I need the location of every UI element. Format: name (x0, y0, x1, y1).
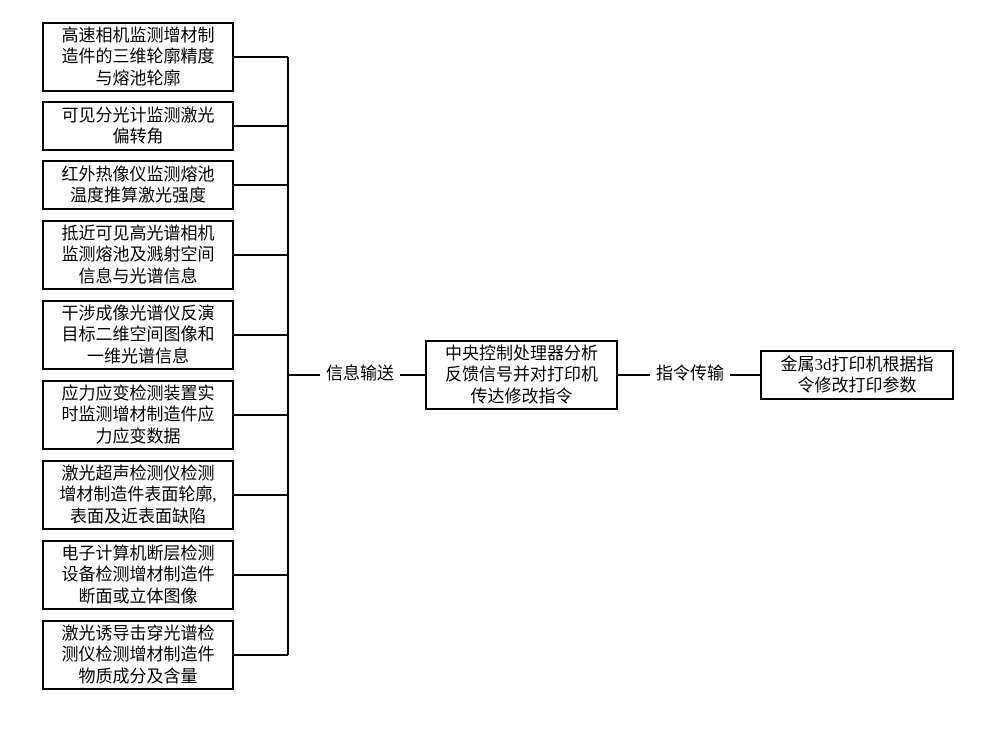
sensor-box-3: 抵近可见高光谱相机监测熔池及溅射空间信息与光谱信息 (42, 220, 234, 290)
sensor-text-2: 红外热像仪监测熔池温度推算激光强度 (62, 164, 215, 207)
sensor-box-6: 激光超声检测仪检测增材制造件表面轮廓,表面及近表面缺陷 (42, 460, 234, 530)
sensor-text-0: 高速相机监测增材制造件的三维轮廓精度与熔池轮廓 (62, 25, 215, 89)
sensor-box-8: 激光诱导击穿光谱检测仪检测增材制造件物质成分及含量 (42, 620, 234, 690)
sensor-text-5: 应力应变检测装置实时监测增材制造件应力应变数据 (62, 383, 215, 447)
edge-label-1: 指令传输 (650, 364, 730, 384)
edge-label-0: 信息输送 (320, 364, 400, 384)
sensor-box-5: 应力应变检测装置实时监测增材制造件应力应变数据 (42, 380, 234, 450)
sensor-text-6: 激光超声检测仪检测增材制造件表面轮廓,表面及近表面缺陷 (59, 463, 216, 527)
sensor-text-4: 干涉成像光谱仪反演目标二维空间图像和一维光谱信息 (62, 303, 215, 367)
sensor-text-1: 可见分光计监测激光偏转角 (62, 105, 215, 148)
sensor-box-4: 干涉成像光谱仪反演目标二维空间图像和一维光谱信息 (42, 300, 234, 370)
sensor-box-1: 可见分光计监测激光偏转角 (42, 101, 234, 151)
sensor-box-0: 高速相机监测增材制造件的三维轮廓精度与熔池轮廓 (42, 22, 234, 92)
center-processor-box: 中央控制处理器分析反馈信号并对打印机传达修改指令 (425, 340, 618, 410)
center-processor-text: 中央控制处理器分析反馈信号并对打印机传达修改指令 (445, 343, 598, 407)
sensor-text-3: 抵近可见高光谱相机监测熔池及溅射空间信息与光谱信息 (62, 223, 215, 287)
sensor-box-2: 红外热像仪监测熔池温度推算激光强度 (42, 160, 234, 210)
printer-text: 金属3d打印机根据指令修改打印参数 (781, 354, 934, 397)
sensor-text-7: 电子计算机断层检测设备检测增材制造件断面或立体图像 (62, 543, 215, 607)
sensor-text-8: 激光诱导击穿光谱检测仪检测增材制造件物质成分及含量 (62, 623, 215, 687)
sensor-box-7: 电子计算机断层检测设备检测增材制造件断面或立体图像 (42, 540, 234, 610)
diagram-canvas: 高速相机监测增材制造件的三维轮廓精度与熔池轮廓可见分光计监测激光偏转角红外热像仪… (0, 0, 1000, 746)
printer-box: 金属3d打印机根据指令修改打印参数 (760, 350, 954, 400)
